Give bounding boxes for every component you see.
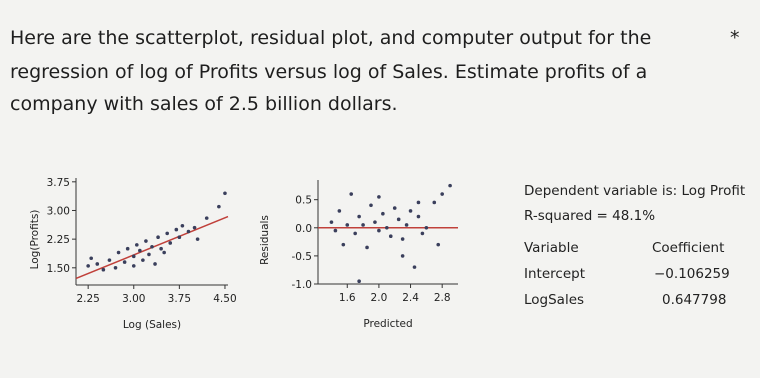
point bbox=[150, 244, 154, 249]
point bbox=[204, 216, 209, 220]
point bbox=[440, 192, 444, 196]
point bbox=[125, 246, 130, 251]
table-header: Coefficient bbox=[652, 240, 724, 256]
point bbox=[195, 237, 200, 241]
point bbox=[392, 206, 397, 210]
point bbox=[141, 258, 145, 262]
y-axis-label: Log(Profits) bbox=[29, 210, 41, 270]
y-tick-label: 0.5 bbox=[295, 195, 312, 207]
point bbox=[180, 223, 185, 228]
point bbox=[107, 258, 112, 262]
point bbox=[416, 214, 421, 219]
point bbox=[329, 220, 334, 224]
y-axis-label: Residuals bbox=[259, 215, 271, 265]
point bbox=[412, 265, 417, 269]
point bbox=[156, 235, 160, 240]
point bbox=[385, 225, 389, 230]
point bbox=[424, 225, 429, 230]
point bbox=[113, 266, 118, 270]
x-tick-label: 1.6 bbox=[339, 292, 356, 304]
y-tick-label: 1.50 bbox=[47, 263, 70, 275]
point bbox=[400, 254, 405, 258]
x-tick-label: 2.0 bbox=[371, 292, 388, 304]
point bbox=[217, 204, 221, 209]
point bbox=[396, 217, 401, 222]
point bbox=[177, 235, 182, 240]
point bbox=[147, 252, 151, 257]
point bbox=[400, 237, 405, 241]
point bbox=[448, 183, 452, 188]
x-tick-label: 2.4 bbox=[402, 292, 419, 304]
coefficient: −0.106259 bbox=[654, 266, 730, 282]
point bbox=[174, 227, 179, 232]
point bbox=[361, 223, 365, 227]
point bbox=[373, 220, 377, 224]
point bbox=[186, 229, 191, 234]
point bbox=[408, 209, 413, 213]
point bbox=[192, 225, 197, 230]
point bbox=[377, 195, 381, 199]
point bbox=[432, 200, 437, 205]
dependent-variable: Dependent variable is: Log Profit bbox=[524, 183, 745, 199]
x-axis-label: Predicted bbox=[363, 318, 412, 330]
point bbox=[416, 200, 421, 205]
y-tick-label: 3.00 bbox=[47, 205, 70, 217]
x-tick-label: 3.00 bbox=[122, 293, 145, 305]
row-name: Intercept bbox=[524, 266, 585, 282]
question-line: company with sales of 2.5 billion dollar… bbox=[10, 93, 398, 115]
point bbox=[353, 231, 357, 236]
y-tick-label: 3.75 bbox=[47, 177, 70, 189]
point bbox=[436, 242, 441, 247]
point bbox=[159, 246, 163, 251]
row-name: LogSales bbox=[524, 292, 584, 308]
point bbox=[162, 250, 166, 255]
question-line: regression of log of Profits versus log … bbox=[10, 61, 647, 83]
y-tick-label: -0.5 bbox=[292, 251, 313, 263]
point bbox=[101, 267, 106, 272]
y-tick-label: 0.0 bbox=[295, 223, 312, 235]
table-header: Variable bbox=[524, 240, 579, 256]
point bbox=[131, 264, 136, 268]
point bbox=[122, 260, 127, 264]
point bbox=[349, 192, 354, 196]
point bbox=[165, 231, 169, 236]
coefficient: 0.647798 bbox=[662, 292, 726, 308]
y-tick-label: -1.0 bbox=[292, 279, 313, 291]
point bbox=[153, 262, 157, 266]
x-tick-label: 3.75 bbox=[168, 293, 191, 305]
point bbox=[95, 262, 100, 266]
point bbox=[369, 203, 373, 208]
question-line: Here are the scatterplot, residual plot,… bbox=[10, 27, 651, 49]
x-tick-label: 2.8 bbox=[434, 292, 451, 304]
x-tick-label: 2.25 bbox=[76, 293, 99, 305]
point bbox=[131, 254, 136, 259]
point bbox=[357, 279, 361, 283]
point bbox=[388, 234, 393, 239]
point bbox=[337, 209, 342, 213]
point bbox=[381, 211, 385, 216]
x-axis-label: Log (Sales) bbox=[123, 319, 181, 331]
point bbox=[341, 242, 346, 247]
required-marker: * bbox=[730, 27, 740, 49]
point bbox=[345, 223, 350, 227]
point bbox=[357, 214, 361, 219]
point bbox=[333, 228, 338, 233]
point bbox=[404, 223, 409, 227]
point bbox=[144, 239, 148, 243]
point bbox=[138, 248, 142, 253]
point bbox=[223, 191, 227, 196]
r-squared: R-squared = 48.1% bbox=[524, 208, 655, 224]
point bbox=[377, 228, 381, 233]
y-tick-label: 2.25 bbox=[47, 234, 70, 246]
point bbox=[135, 243, 139, 247]
point bbox=[365, 245, 369, 250]
point bbox=[89, 256, 93, 261]
point bbox=[86, 264, 90, 268]
x-tick-label: 4.50 bbox=[213, 293, 236, 305]
point bbox=[116, 250, 121, 255]
point bbox=[420, 231, 425, 236]
point bbox=[168, 241, 173, 245]
